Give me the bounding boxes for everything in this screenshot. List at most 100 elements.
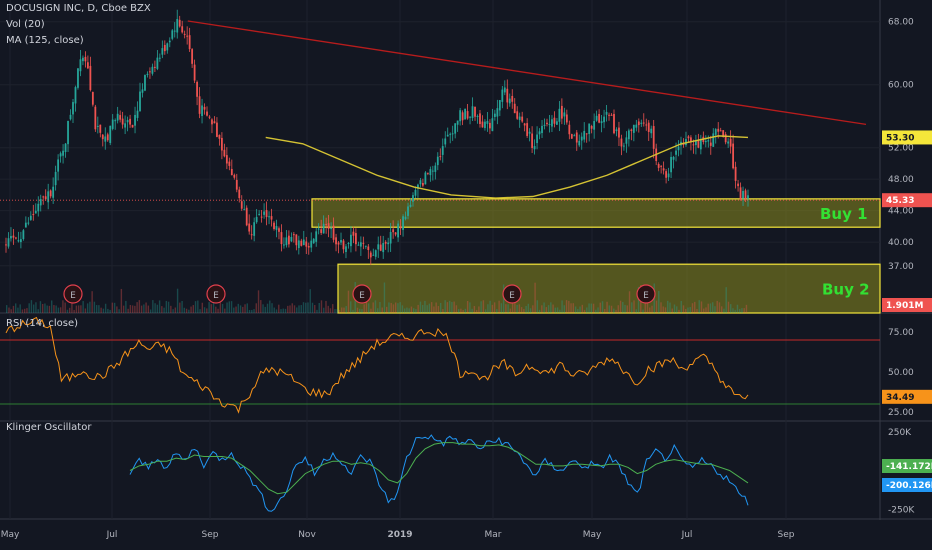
- candle-body: [526, 123, 529, 136]
- candle-body: [72, 102, 74, 115]
- candle-body: [687, 136, 690, 139]
- volume-bar: [377, 308, 379, 313]
- volume-legend[interactable]: Vol (20): [6, 19, 45, 30]
- candle-body: [412, 195, 414, 202]
- candle-body: [714, 129, 717, 135]
- time-axis[interactable]: May Jul Sep Nov 2019 Mar May Jul Sep: [1, 530, 795, 540]
- symbol-legend[interactable]: DOCUSIGN INC, D, Cboe BZX: [6, 3, 151, 14]
- candle-body: [243, 209, 246, 211]
- volume-bar: [309, 289, 311, 313]
- candle-body: [479, 113, 481, 124]
- candle-body: [441, 146, 444, 155]
- candle-body: [317, 228, 320, 230]
- trendline[interactable]: [0, 20, 880, 201]
- volume-bar: [302, 302, 305, 313]
- volume-bar: [502, 284, 505, 313]
- volume-bar: [242, 306, 244, 313]
- candle-body: [737, 183, 739, 187]
- candle-body: [632, 124, 635, 133]
- candle-body: [173, 30, 176, 32]
- candle-body: [665, 171, 668, 178]
- volume-bar: [282, 308, 284, 313]
- candle-body: [647, 122, 650, 132]
- price-axis[interactable]: 68.00 60.00 52.00 48.00 44.00 40.00 37.00 75.00…: [882, 18, 932, 516]
- volume-bar: [586, 307, 588, 313]
- volume-bar: [424, 300, 426, 313]
- candle-body: [230, 168, 233, 176]
- price-tick-label: 52.00: [888, 144, 914, 154]
- candle-body: [476, 115, 479, 117]
- volume-bar: [217, 308, 219, 313]
- candle-body: [379, 244, 382, 251]
- candle-body: [387, 242, 390, 245]
- candle-body: [694, 140, 697, 146]
- volume-bar: [201, 302, 204, 313]
- candle-body: [690, 137, 692, 143]
- volume-bar: [712, 302, 714, 313]
- candle-body: [506, 88, 509, 103]
- volume-bar: [482, 300, 485, 313]
- candle-body: [265, 210, 268, 218]
- candle-body: [238, 189, 241, 199]
- rsi-legend[interactable]: RSI (14, close): [6, 318, 79, 329]
- volume-bar: [296, 307, 298, 313]
- candle-body: [635, 124, 638, 128]
- volume-bar: [46, 305, 48, 313]
- time-tick-label: Nov: [298, 530, 316, 540]
- klinger-legend[interactable]: Klinger Oscillator: [6, 422, 92, 433]
- volume-bar: [41, 303, 44, 313]
- rsi-line: [5, 316, 749, 414]
- volume-bar: [471, 308, 473, 313]
- volume-bar: [556, 307, 559, 313]
- candle-body: [489, 122, 491, 129]
- candle-body: [436, 156, 439, 166]
- candle-body: [593, 121, 596, 130]
- volume-bar: [435, 302, 437, 313]
- volume-bar: [487, 304, 489, 313]
- volume-bar: [341, 307, 343, 313]
- rsi-value-tag-bg: [882, 389, 932, 404]
- volume-bar: [444, 300, 446, 313]
- candle-body: [640, 122, 643, 124]
- candle-body: [563, 112, 566, 117]
- candle-body: [250, 234, 253, 236]
- volume-bar: [156, 304, 159, 313]
- candle-body: [384, 241, 387, 244]
- volume-bar: [437, 306, 440, 313]
- candle-body: [263, 211, 265, 215]
- volume-bar: [574, 306, 577, 313]
- volume-bar: [158, 300, 161, 313]
- volume-bar: [523, 309, 525, 313]
- buy-zones[interactable]: Buy 1 Buy 2: [311, 198, 881, 314]
- volume-bar: [698, 300, 700, 313]
- volume-bar: [507, 304, 509, 313]
- volume-bar: [235, 306, 237, 313]
- ma-legend[interactable]: MA (125, close): [6, 35, 84, 46]
- candle-body: [369, 252, 372, 258]
- last-price-tag-bg: [882, 193, 932, 208]
- volume-bar: [136, 302, 138, 313]
- volume-bar: [8, 307, 10, 313]
- volume-bar: [77, 305, 80, 313]
- volume-bar: [610, 305, 613, 313]
- candle-body: [521, 116, 524, 122]
- volume-bar: [100, 307, 102, 313]
- volume-bar: [428, 303, 431, 313]
- volume-bar: [221, 303, 224, 313]
- candle-body: [211, 119, 213, 125]
- volume-bar: [30, 300, 33, 313]
- candle-body: [32, 214, 35, 216]
- volume-bar: [102, 308, 105, 313]
- candle-body: [89, 65, 92, 91]
- candle-body: [727, 141, 730, 144]
- volume-value-tag: 1.901M: [886, 301, 923, 311]
- candle-body: [503, 87, 506, 93]
- candle-body: [280, 232, 283, 245]
- candle-body: [292, 234, 295, 236]
- candle-body: [568, 124, 571, 135]
- candle-body: [176, 18, 179, 33]
- volume-bar: [237, 303, 239, 313]
- candle-body: [359, 242, 362, 247]
